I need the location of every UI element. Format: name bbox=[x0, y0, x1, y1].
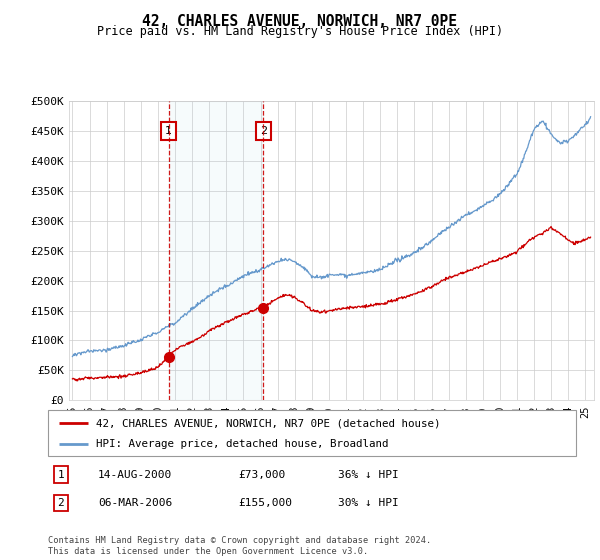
Text: £155,000: £155,000 bbox=[238, 498, 292, 508]
Text: 42, CHARLES AVENUE, NORWICH, NR7 0PE: 42, CHARLES AVENUE, NORWICH, NR7 0PE bbox=[143, 14, 458, 29]
FancyBboxPatch shape bbox=[48, 410, 576, 456]
Text: 30% ↓ HPI: 30% ↓ HPI bbox=[338, 498, 399, 508]
Text: 42, CHARLES AVENUE, NORWICH, NR7 0PE (detached house): 42, CHARLES AVENUE, NORWICH, NR7 0PE (de… bbox=[95, 418, 440, 428]
Text: 06-MAR-2006: 06-MAR-2006 bbox=[98, 498, 172, 508]
Text: Contains HM Land Registry data © Crown copyright and database right 2024.
This d: Contains HM Land Registry data © Crown c… bbox=[48, 536, 431, 556]
Text: 2: 2 bbox=[58, 498, 64, 508]
Text: £73,000: £73,000 bbox=[238, 470, 286, 479]
Text: Price paid vs. HM Land Registry's House Price Index (HPI): Price paid vs. HM Land Registry's House … bbox=[97, 25, 503, 38]
Text: 14-AUG-2000: 14-AUG-2000 bbox=[98, 470, 172, 479]
Text: 36% ↓ HPI: 36% ↓ HPI bbox=[338, 470, 399, 479]
Text: 1: 1 bbox=[165, 126, 172, 136]
Text: HPI: Average price, detached house, Broadland: HPI: Average price, detached house, Broa… bbox=[95, 438, 388, 449]
Bar bbox=[169, 101, 263, 400]
Text: 1: 1 bbox=[58, 470, 64, 479]
Text: 2: 2 bbox=[260, 126, 267, 136]
